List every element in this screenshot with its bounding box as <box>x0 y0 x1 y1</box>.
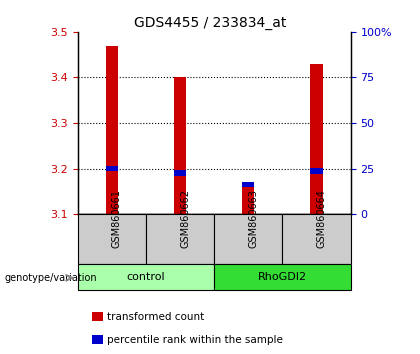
Text: GDS4455 / 233834_at: GDS4455 / 233834_at <box>134 16 286 30</box>
Bar <box>106 46 118 214</box>
Bar <box>78 214 146 264</box>
Bar <box>174 78 186 214</box>
Bar <box>310 168 323 173</box>
Text: GSM860662: GSM860662 <box>180 189 190 248</box>
Text: control: control <box>127 272 165 282</box>
Text: GSM860661: GSM860661 <box>112 189 122 247</box>
Text: GSM860664: GSM860664 <box>317 189 327 247</box>
Bar <box>242 182 255 187</box>
Bar <box>106 166 118 171</box>
Text: genotype/variation: genotype/variation <box>4 273 97 283</box>
Text: transformed count: transformed count <box>107 312 205 322</box>
Text: RhoGDI2: RhoGDI2 <box>258 272 307 282</box>
Bar <box>310 64 323 214</box>
Bar <box>214 214 282 264</box>
Bar <box>146 214 214 264</box>
Bar <box>174 170 186 176</box>
Bar <box>242 187 255 214</box>
Bar <box>214 264 351 290</box>
Text: percentile rank within the sample: percentile rank within the sample <box>107 335 283 345</box>
Bar <box>78 264 214 290</box>
Text: GSM860663: GSM860663 <box>248 189 258 247</box>
Bar <box>282 214 351 264</box>
